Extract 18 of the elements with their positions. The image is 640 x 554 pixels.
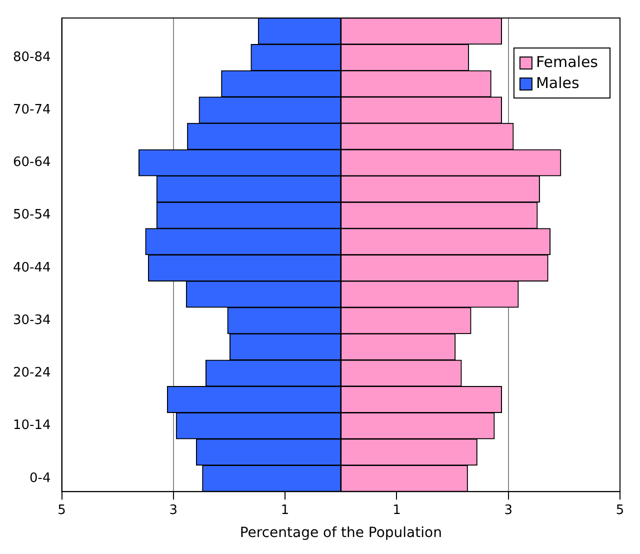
legend-label: Females <box>536 52 598 71</box>
x-tick-label: 3 <box>504 502 512 518</box>
y-tick-label: 70-74 <box>12 102 51 118</box>
y-tick-label: 0-4 <box>30 470 51 486</box>
y-tick-label: 80-84 <box>12 50 51 65</box>
x-tick-label: 1 <box>392 502 401 518</box>
y-tick-label: 50-54 <box>12 208 51 223</box>
x-tick-label: 5 <box>616 502 624 518</box>
legend-label: Males <box>536 74 580 92</box>
y-tick-label: 10-14 <box>12 418 51 434</box>
y-tick-label: 40-44 <box>12 260 51 276</box>
y-tick-label: 30-34 <box>12 312 51 328</box>
y-tick-label: 20-24 <box>12 366 51 381</box>
x-tick-label: 1 <box>280 502 290 518</box>
x-tick-label: 3 <box>169 502 178 518</box>
x-tick-label: 5 <box>58 502 66 518</box>
y-tick-label: 60-64 <box>12 155 51 170</box>
x-axis-title: Percentage of the Population <box>240 525 442 542</box>
